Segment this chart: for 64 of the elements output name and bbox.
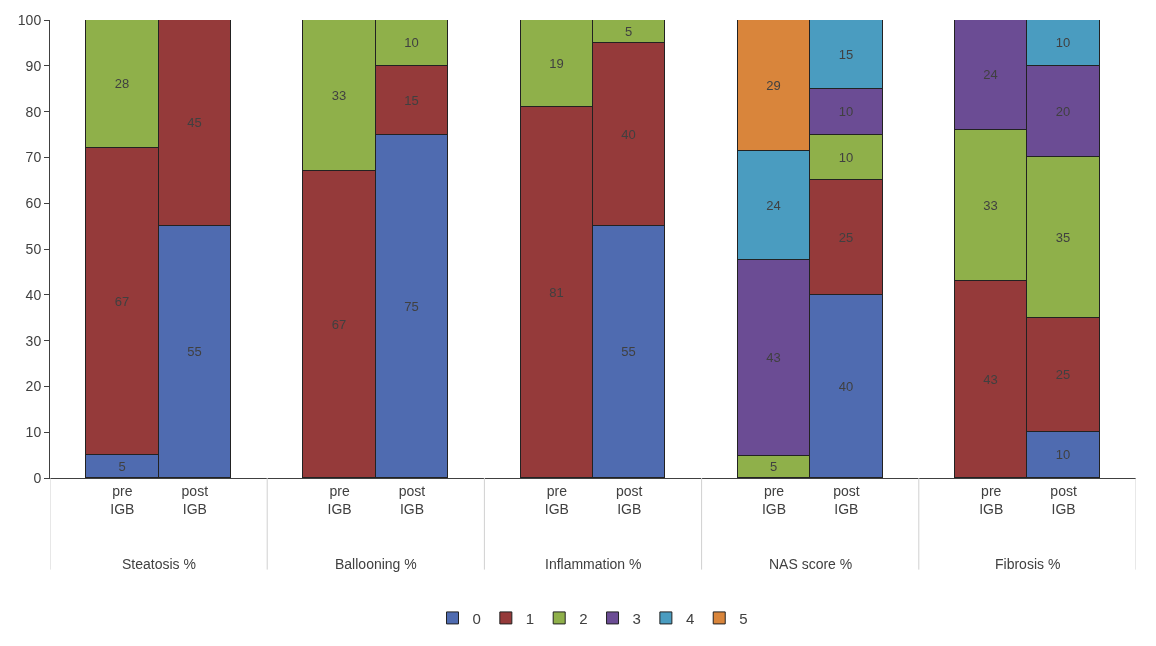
x-tick-label: pre IGB xyxy=(761,482,787,517)
data-label: 67 xyxy=(114,293,130,309)
data-label: 55 xyxy=(621,344,636,359)
data-label: 10 xyxy=(1055,447,1071,462)
data-label: 40 xyxy=(621,126,636,142)
data-label: 20 xyxy=(1055,103,1071,119)
data-label: 33 xyxy=(331,87,347,103)
data-label: 28 xyxy=(114,76,130,91)
legend-label: 5 xyxy=(739,609,748,627)
x-tick-label: pre IGB xyxy=(544,482,569,517)
text: NAS score % xyxy=(769,556,853,572)
x-tick-label: post IGB xyxy=(615,482,643,517)
y-tick-label: 50 xyxy=(25,240,42,257)
text: Ballooning % xyxy=(335,556,417,572)
x-tick-label: post IGB xyxy=(1050,482,1077,517)
x-tick-label: post IGB xyxy=(833,482,860,517)
data-label: 15 xyxy=(404,92,419,108)
data-label: 10 xyxy=(404,35,419,50)
data-label: 5 xyxy=(624,23,633,39)
data-label: 35 xyxy=(1055,229,1071,245)
legend-label: 0 xyxy=(472,609,481,627)
x-tick-label: pre IGB xyxy=(979,482,1004,517)
y-tick-label: 60 xyxy=(25,195,42,212)
data-label: 55 xyxy=(187,344,202,359)
legend-label: 3 xyxy=(632,609,641,627)
data-label: 10 xyxy=(1055,35,1071,50)
y-tick-label: 100 xyxy=(17,11,42,28)
data-label: 15 xyxy=(838,46,854,62)
data-label: 75 xyxy=(404,298,419,314)
data-label: 5 xyxy=(118,458,126,474)
data-label: 24 xyxy=(983,67,998,82)
x-tick-label: pre IGB xyxy=(110,482,135,517)
legend-label: 2 xyxy=(579,609,588,627)
text: Inflammation % xyxy=(545,556,642,572)
data-label: 10 xyxy=(838,149,854,165)
data-label: 45 xyxy=(187,115,202,130)
data-label: 24 xyxy=(766,197,781,213)
data-label: 43 xyxy=(766,350,781,365)
x-tick-label: post IGB xyxy=(181,482,209,517)
legend-label: 4 xyxy=(685,609,695,627)
y-tick-label: 10 xyxy=(25,424,42,441)
y-tick-label: 80 xyxy=(25,103,42,120)
text: Steatosis % xyxy=(122,556,196,572)
y-tick-label: 0 xyxy=(33,469,42,486)
text: Fibrosis % xyxy=(995,556,1061,572)
x-tick-label: post IGB xyxy=(398,482,426,517)
data-label: 25 xyxy=(1055,367,1071,382)
data-label: 10 xyxy=(838,104,854,119)
data-label: 29 xyxy=(766,77,781,93)
data-label: 40 xyxy=(838,378,854,394)
y-tick-label: 70 xyxy=(25,149,42,166)
legend-label: 1 xyxy=(525,609,535,627)
y-tick-label: 90 xyxy=(25,57,42,74)
data-label: 67 xyxy=(331,316,347,332)
x-tick-label: pre IGB xyxy=(327,482,352,517)
data-label: 19 xyxy=(549,55,564,71)
data-label: 81 xyxy=(549,284,564,300)
data-label: 5 xyxy=(769,459,778,474)
y-tick-label: 40 xyxy=(25,286,42,303)
y-tick-label: 20 xyxy=(25,378,42,395)
data-label: 25 xyxy=(838,229,854,245)
y-tick-label: 30 xyxy=(25,332,42,349)
data-label: 43 xyxy=(983,371,998,387)
data-label: 33 xyxy=(983,197,998,213)
